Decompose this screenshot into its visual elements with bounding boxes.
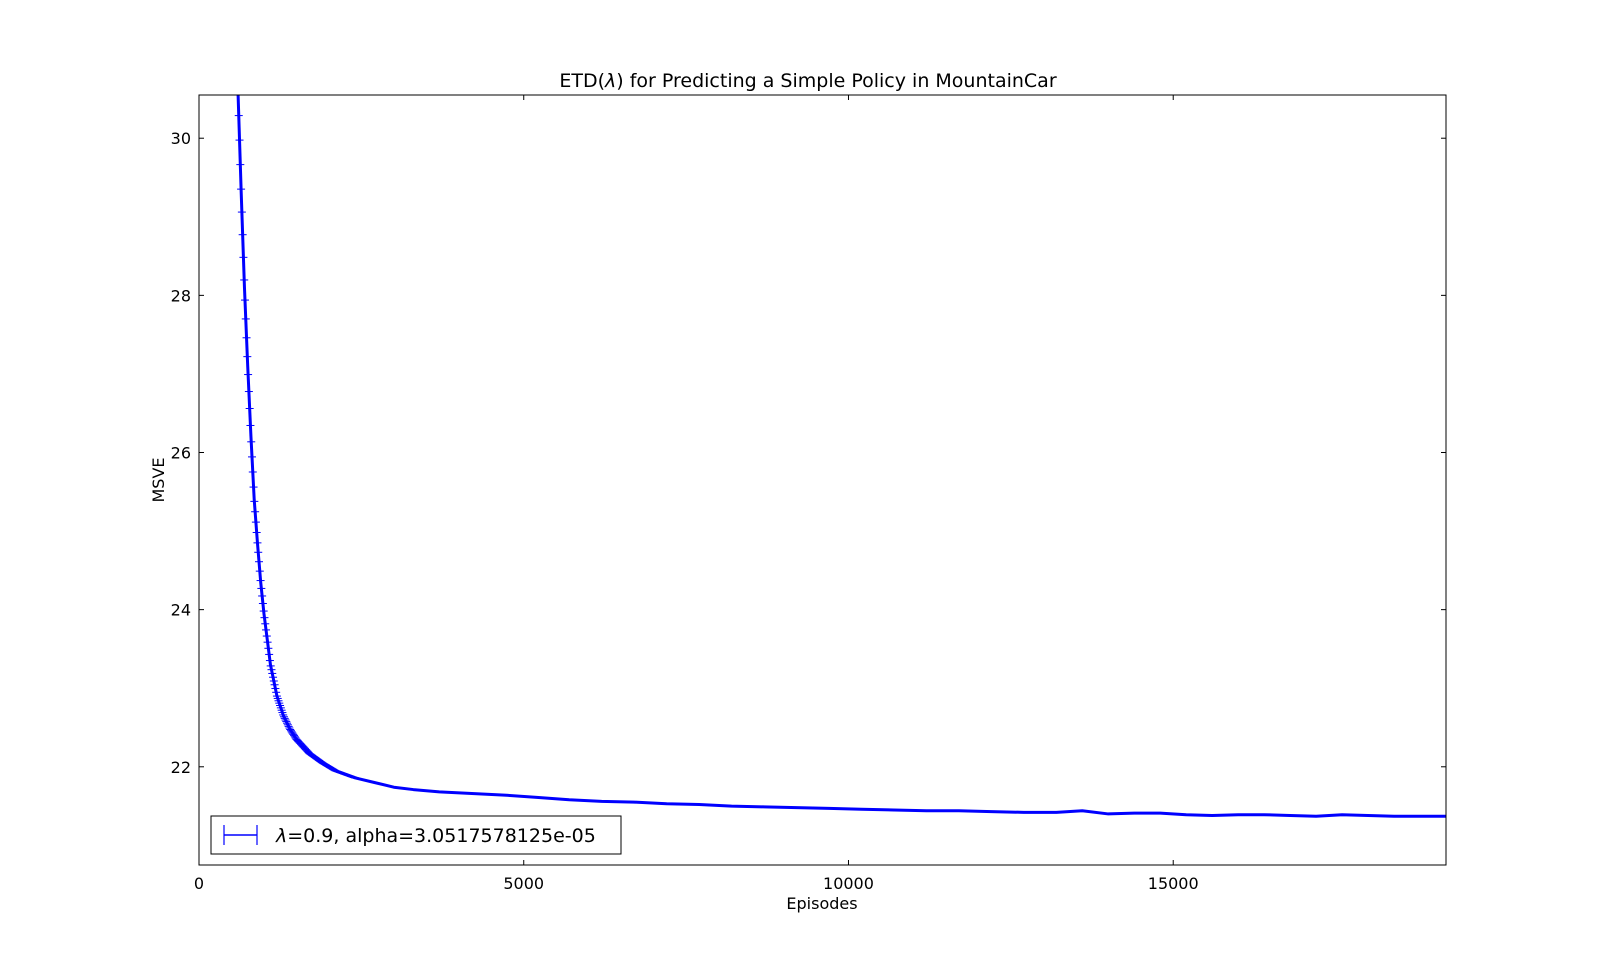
chart-title: ETD(λ) for Predicting a Simple Policy in…: [559, 70, 1056, 92]
y-axis-ticks: 22 24 26 28 30: [171, 129, 1446, 777]
y-tick-label: 24: [171, 601, 191, 620]
legend: λ=0.9, alpha=3.0517578125e-05: [210, 815, 622, 855]
y-tick-label: 22: [171, 758, 191, 777]
axes-frame: [198, 94, 1447, 866]
x-axis-label: Episodes: [786, 894, 857, 913]
x-tick-label: 10000: [823, 874, 874, 893]
y-tick-label: 30: [171, 129, 191, 148]
title-prefix: ETD(: [559, 70, 605, 92]
series-line: [236, 95, 1446, 818]
x-tick-label: 15000: [1148, 874, 1199, 893]
legend-box: [210, 815, 622, 855]
x-axis-ticks: 0 5000 10000 15000: [194, 95, 1199, 893]
legend-lambda-symbol: λ: [275, 825, 287, 847]
series-errorbars: [234, 115, 359, 779]
title-suffix: ) for Predicting a Simple Policy in Moun…: [616, 70, 1057, 92]
y-tick-label: 28: [171, 286, 191, 305]
y-tick-label: 26: [171, 444, 191, 463]
plot-area: [234, 95, 1446, 818]
x-tick-label: 5000: [503, 874, 544, 893]
title-lambda-symbol: λ: [604, 70, 616, 92]
legend-text: =0.9, alpha=3.0517578125e-05: [287, 825, 596, 847]
legend-errorbar-marker: [223, 825, 258, 845]
x-tick-label: 0: [194, 874, 204, 893]
legend-label: λ=0.9, alpha=3.0517578125e-05: [275, 825, 596, 847]
y-axis-label: MSVE: [149, 457, 168, 502]
